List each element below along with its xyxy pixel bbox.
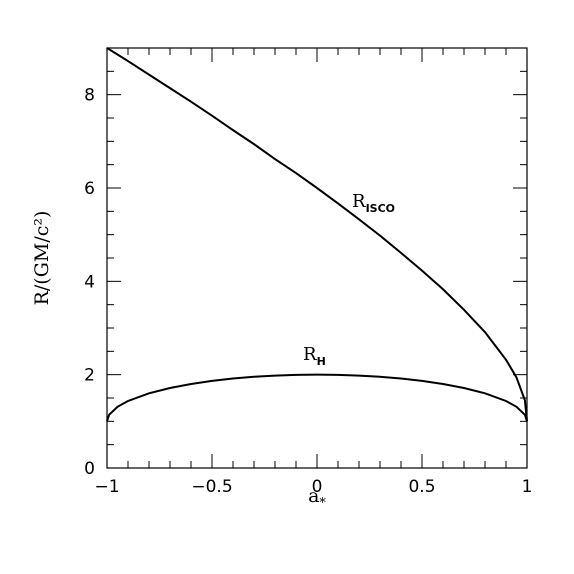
r-isco-curve	[106, 47, 528, 422]
r-horizon-label-subscript: H	[317, 355, 326, 368]
y-axis-label: R/(GM/c²)	[31, 211, 53, 306]
curve-labels: RISCO RH	[303, 191, 395, 368]
x-tick-label: 1	[522, 477, 533, 497]
x-tick-label: −0.5	[191, 477, 232, 497]
x-tick-label: 0	[312, 477, 323, 497]
x-tick-label: −1	[94, 477, 119, 497]
y-tick-labels: 0 2 4 6 8	[84, 86, 95, 479]
plot-frame	[106, 47, 528, 469]
y-tick-label: 0	[84, 459, 95, 479]
y-tick-label: 8	[84, 86, 95, 106]
x-tick-label: 0.5	[408, 477, 435, 497]
x-axis-label-subscript: *	[319, 496, 326, 511]
r-isco-label: RISCO	[352, 191, 395, 215]
curves	[106, 47, 528, 422]
r-horizon-curve	[106, 373, 528, 422]
r-horizon-label: RH	[303, 344, 326, 368]
r-isco-label-subscript: ISCO	[366, 202, 395, 215]
x-tick-labels: −1 −0.5 0 0.5 1	[94, 477, 532, 497]
x-axis-label: a*	[308, 485, 326, 511]
axis-ticks	[106, 47, 528, 469]
y-tick-label: 6	[84, 179, 95, 199]
y-tick-label: 2	[84, 366, 95, 386]
y-tick-label: 4	[84, 272, 95, 292]
